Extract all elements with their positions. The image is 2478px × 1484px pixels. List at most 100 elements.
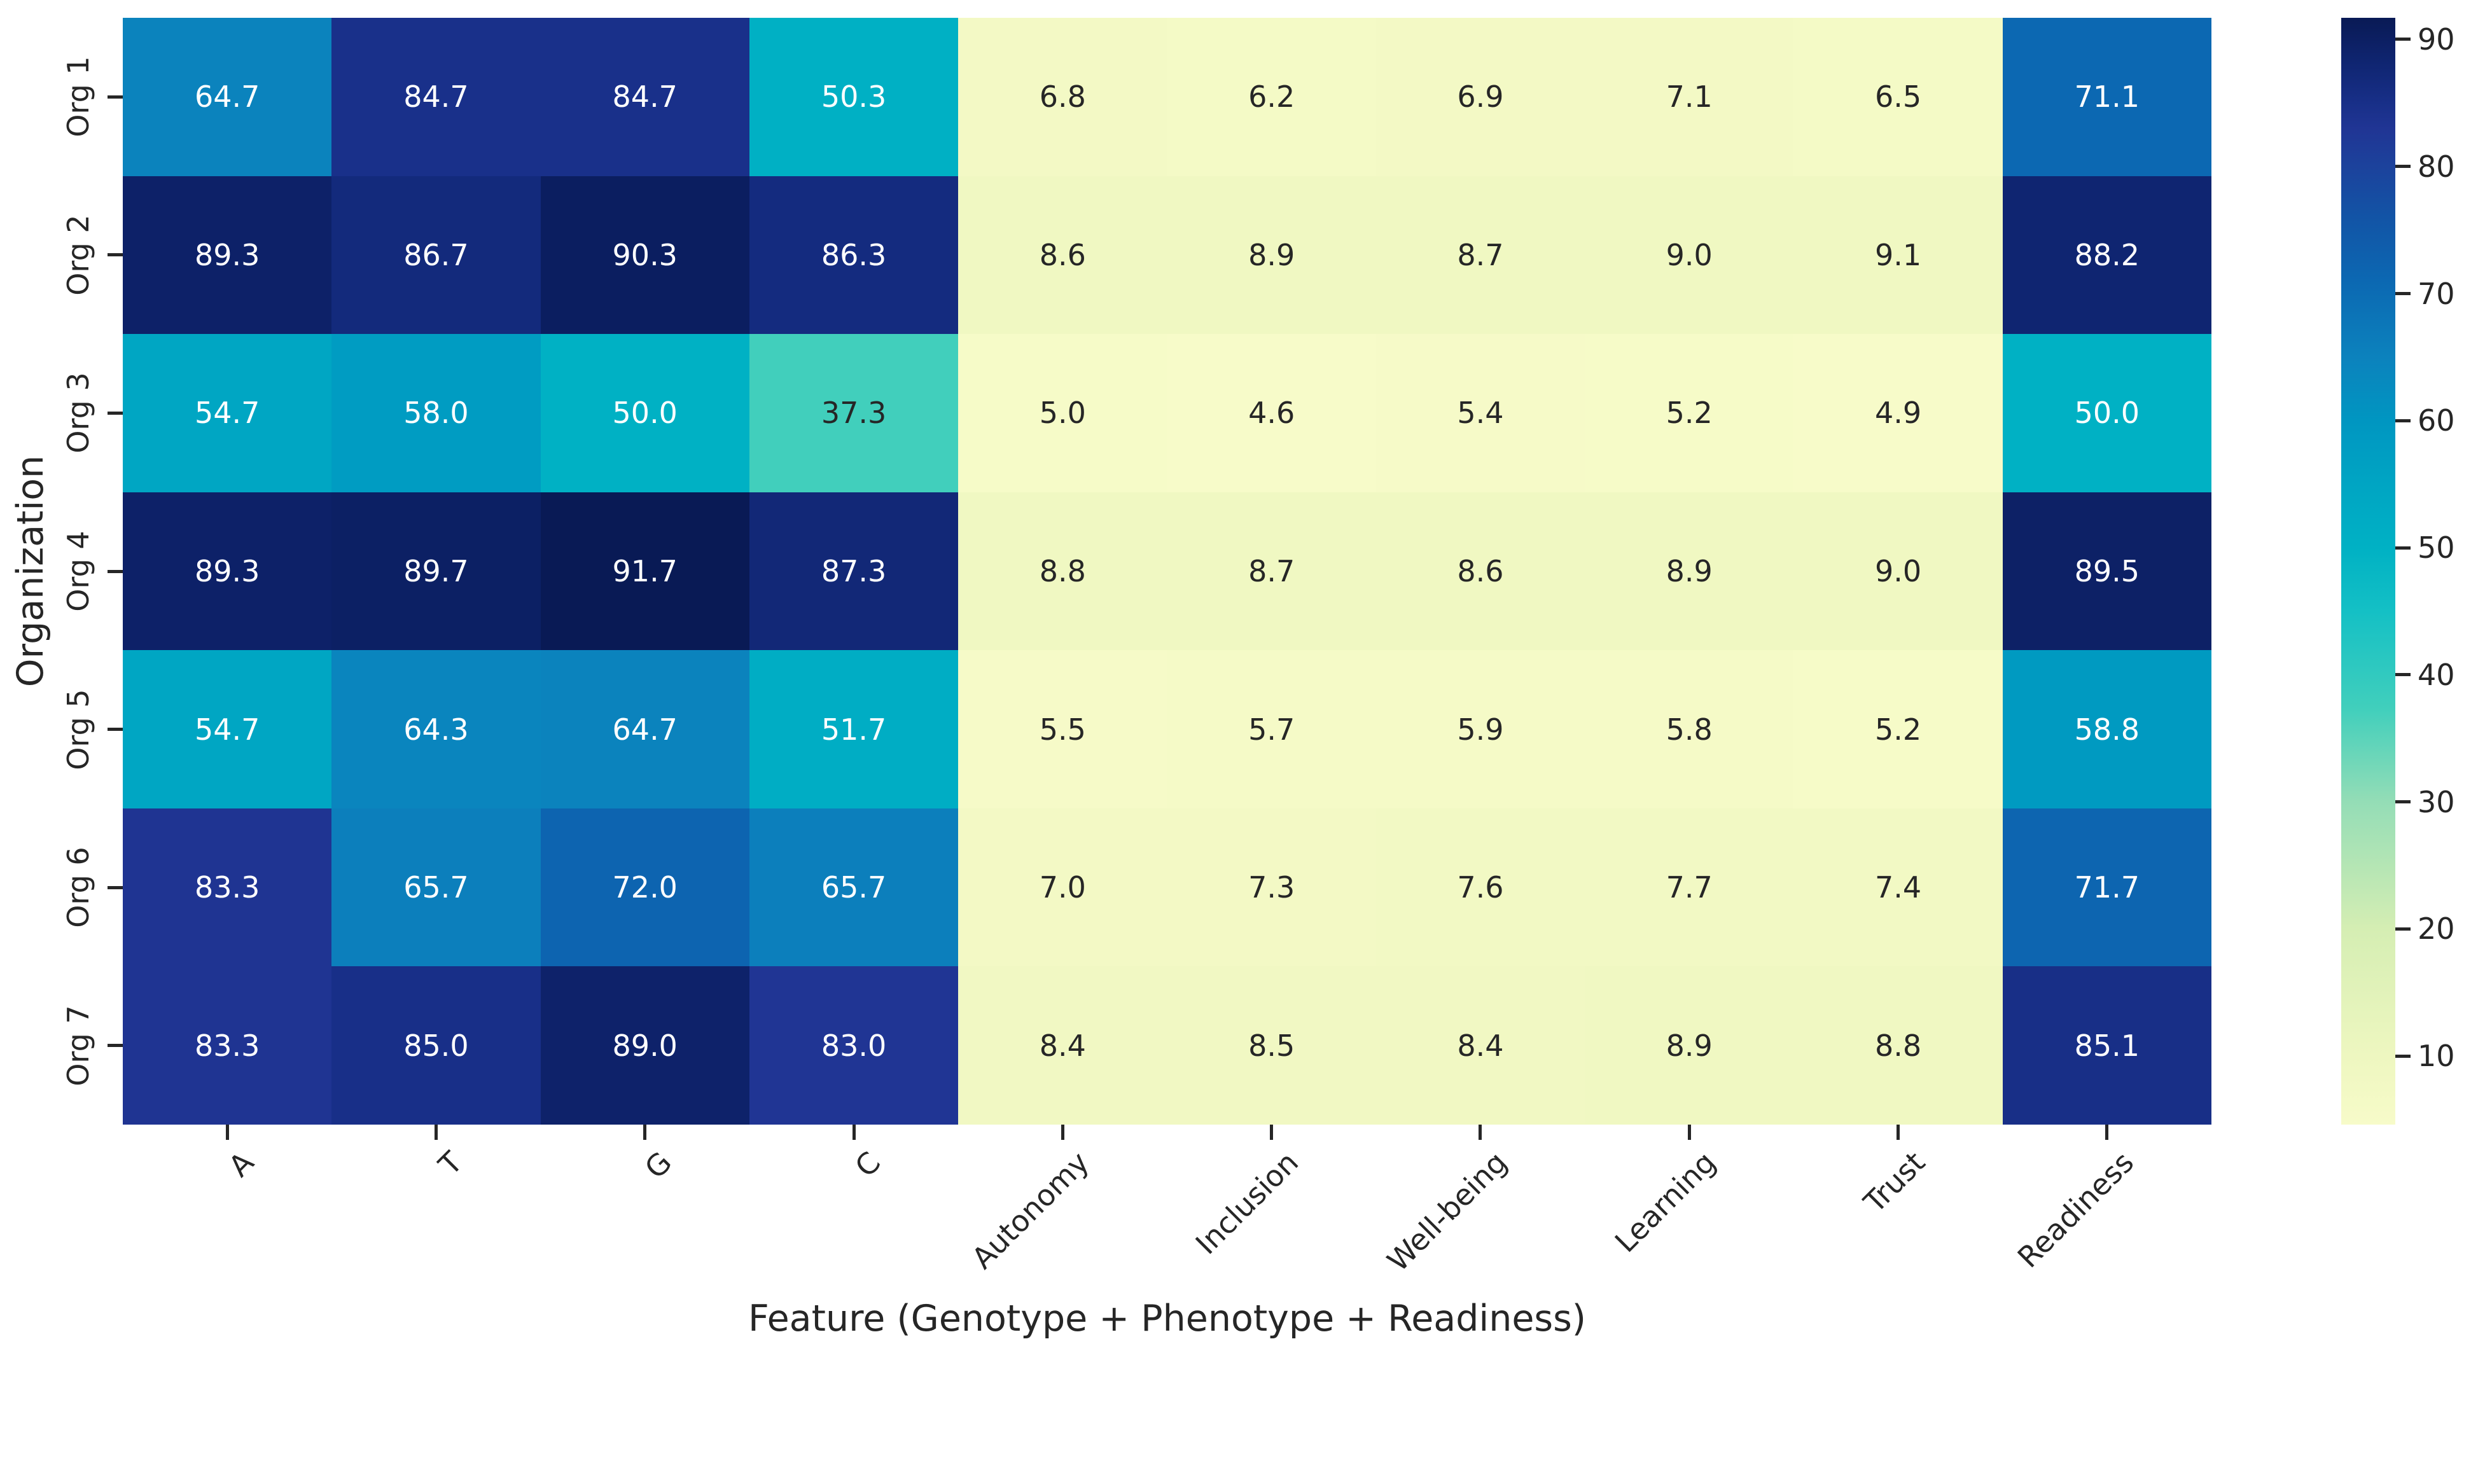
heatmap-cell: 86.3 [749, 176, 959, 335]
heatmap-cell: 6.2 [1167, 18, 1376, 176]
cell-value: 37.3 [821, 396, 887, 431]
colorbar-tick-mark [2395, 546, 2411, 550]
cell-value: 6.8 [1039, 80, 1086, 114]
cell-value: 7.3 [1248, 870, 1295, 905]
cell-value: 7.6 [1457, 870, 1504, 905]
y-tick-mark [108, 411, 123, 415]
heatmap-cell: 9.0 [1585, 176, 1794, 335]
cell-value: 91.7 [612, 553, 678, 588]
heatmap-cell: 89.7 [331, 492, 541, 651]
heatmap-cell: 8.7 [1167, 492, 1376, 651]
heatmap-cell: 83.0 [749, 966, 959, 1125]
cell-value: 9.1 [1874, 237, 1922, 272]
heatmap-cell: 6.9 [1375, 18, 1585, 176]
cell-value: 5.4 [1457, 396, 1504, 431]
x-tick-mark [1061, 1125, 1064, 1140]
cell-value: 89.3 [194, 237, 260, 272]
cell-value: 88.2 [2074, 237, 2140, 272]
cell-value: 65.7 [403, 870, 469, 905]
heatmap-cell: 64.3 [331, 650, 541, 808]
heatmap-grid: 64.7 84.7 84.7 50.3 6.8 6.2 6.9 7.1 6.5 71.1 89.3 8… [123, 18, 2211, 1125]
cell-value: 89.5 [2074, 553, 2140, 588]
cell-value: 4.9 [1874, 396, 1922, 431]
heatmap-cell: 8.6 [1375, 492, 1585, 651]
cell-value: 8.9 [1666, 553, 1713, 588]
x-tick-mark [434, 1125, 438, 1140]
colorbar-tick-mark [2395, 800, 2411, 804]
heatmap-cell: 50.0 [540, 334, 749, 492]
cell-value: 72.0 [612, 870, 678, 905]
y-tick-mark [108, 728, 123, 732]
x-tick-mark [1687, 1125, 1691, 1140]
cell-value: 6.2 [1248, 80, 1295, 114]
heatmap-cell: 71.1 [2002, 18, 2211, 176]
heatmap-cell: 71.7 [2002, 808, 2211, 967]
cell-value: 51.7 [821, 712, 887, 747]
heatmap-cell: 5.0 [958, 334, 1167, 492]
cell-value: 64.7 [194, 80, 260, 114]
cell-value: 87.3 [821, 553, 887, 588]
cell-value: 4.6 [1248, 396, 1295, 431]
heatmap-cell: 4.9 [1793, 334, 2003, 492]
heatmap-cell: 5.2 [1793, 650, 2003, 808]
heatmap-cell: 72.0 [540, 808, 749, 967]
y-axis-title: Organization [10, 455, 52, 688]
heatmap-cell: 84.7 [540, 18, 749, 176]
heatmap-cell: 5.8 [1585, 650, 1794, 808]
cell-value: 8.8 [1039, 553, 1086, 588]
cell-value: 58.8 [2074, 712, 2140, 747]
cell-value: 7.7 [1666, 870, 1713, 905]
heatmap-cell: 7.3 [1167, 808, 1376, 967]
cell-value: 7.0 [1039, 870, 1086, 905]
cell-value: 85.0 [403, 1028, 469, 1063]
heatmap-cell: 50.0 [2002, 334, 2211, 492]
heatmap-cell: 65.7 [331, 808, 541, 967]
colorbar-tick-label: 80 [2418, 149, 2455, 184]
cell-value: 54.7 [194, 396, 260, 431]
cell-value: 8.5 [1248, 1028, 1295, 1063]
cell-value: 50.3 [821, 80, 887, 114]
heatmap-cell: 7.6 [1375, 808, 1585, 967]
heatmap-cell: 86.7 [331, 176, 541, 335]
heatmap-cell: 37.3 [749, 334, 959, 492]
heatmap-cell: 51.7 [749, 650, 959, 808]
colorbar-tick-label: 30 [2418, 784, 2455, 819]
cell-value: 58.0 [403, 396, 469, 431]
cell-value: 6.5 [1874, 80, 1922, 114]
heatmap-figure: 64.7 84.7 84.7 50.3 6.8 6.2 6.9 7.1 6.5 71.1 89.3 8… [10, 18, 2455, 1340]
cell-value: 86.7 [403, 237, 469, 272]
cell-value: 9.0 [1666, 237, 1713, 272]
heatmap-cell: 83.3 [123, 966, 332, 1125]
heatmap-cell: 87.3 [749, 492, 959, 651]
cell-value: 84.7 [403, 80, 469, 114]
heatmap-cell: 85.0 [331, 966, 541, 1125]
heatmap-cell: 5.4 [1375, 334, 1585, 492]
y-tick-label: Org 7 [61, 1005, 95, 1086]
heatmap-cell: 90.3 [540, 176, 749, 335]
y-tick-label: Org 2 [61, 214, 95, 296]
colorbar-tick-label: 60 [2418, 403, 2455, 438]
colorbar-tick-label: 50 [2418, 530, 2455, 565]
y-tick-mark [108, 569, 123, 573]
cell-value: 83.0 [821, 1028, 887, 1063]
x-tick-mark [1897, 1125, 1900, 1140]
heatmap-cell: 8.9 [1167, 176, 1376, 335]
heatmap-cell: 89.3 [123, 176, 332, 335]
heatmap-cell: 8.8 [1793, 966, 2003, 1125]
y-tick-label: Org 4 [61, 530, 95, 612]
y-tick-label: Org 1 [61, 56, 95, 137]
heatmap-cell: 5.7 [1167, 650, 1376, 808]
cell-value: 9.0 [1874, 553, 1922, 588]
cell-value: 5.2 [1874, 712, 1922, 747]
colorbar-tick-mark [2395, 673, 2411, 677]
colorbar-tick-label: 40 [2418, 657, 2455, 692]
y-tick-label: Org 3 [61, 372, 95, 454]
cell-value: 8.9 [1248, 237, 1295, 272]
cell-value: 8.8 [1874, 1028, 1922, 1063]
cell-value: 5.9 [1457, 712, 1504, 747]
heatmap-cell: 58.8 [2002, 650, 2211, 808]
heatmap-cell: 89.0 [540, 966, 749, 1125]
heatmap-cell: 8.4 [1375, 966, 1585, 1125]
heatmap-cell: 58.0 [331, 334, 541, 492]
cell-value: 50.0 [2074, 396, 2140, 431]
